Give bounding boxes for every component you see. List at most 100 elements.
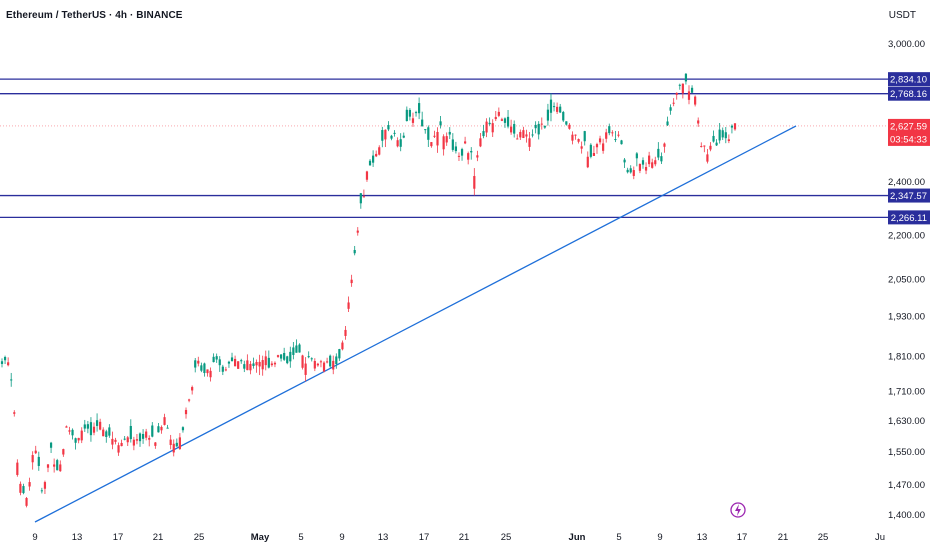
candle-body bbox=[595, 144, 599, 148]
candle-body bbox=[344, 329, 347, 336]
y-tick-label: 1,710.00 bbox=[888, 386, 925, 397]
candle-body bbox=[632, 170, 635, 176]
candle-body bbox=[421, 119, 424, 127]
candle-body bbox=[372, 155, 375, 163]
candle-body bbox=[22, 486, 25, 494]
candle-body bbox=[641, 160, 645, 165]
candle-body bbox=[129, 425, 132, 440]
candle-body bbox=[350, 279, 353, 284]
candle-body bbox=[648, 155, 651, 165]
candle-body bbox=[243, 364, 246, 369]
candle-body bbox=[0, 361, 4, 364]
candle-body bbox=[233, 358, 237, 367]
candle-body bbox=[172, 443, 175, 453]
x-tick-label: 9 bbox=[32, 532, 37, 543]
candle-body bbox=[694, 96, 697, 105]
candle-body bbox=[724, 132, 727, 139]
candle-body bbox=[105, 431, 108, 437]
x-tick-label: 17 bbox=[419, 532, 430, 543]
candle-body bbox=[224, 369, 227, 371]
candle-body bbox=[341, 342, 344, 350]
candles-layer bbox=[0, 72, 737, 508]
currency-label[interactable]: USDT bbox=[888, 10, 916, 21]
candle-body bbox=[540, 123, 543, 125]
candle-body bbox=[49, 442, 53, 448]
candle-body bbox=[402, 135, 405, 138]
candle-body bbox=[13, 412, 16, 414]
y-tick-label: 2,200.00 bbox=[888, 231, 925, 242]
x-tick-label: 25 bbox=[194, 532, 205, 543]
candle-body bbox=[654, 160, 657, 165]
candle-body bbox=[151, 425, 154, 437]
candle-body bbox=[697, 120, 700, 124]
candle-body bbox=[313, 360, 316, 369]
candle-body bbox=[132, 439, 135, 446]
candle-body bbox=[476, 155, 479, 158]
chart-title: Ethereum / TetherUS · 4h · BINANCE bbox=[6, 10, 183, 21]
x-tick-label: Jun bbox=[569, 532, 586, 543]
candle-body bbox=[178, 437, 181, 449]
candle-body bbox=[427, 127, 430, 140]
candle-body bbox=[368, 160, 372, 166]
candle-body bbox=[25, 498, 28, 506]
candle-body bbox=[279, 354, 283, 359]
candle-body bbox=[727, 139, 730, 142]
candle-body bbox=[583, 131, 586, 142]
candle-body bbox=[102, 429, 105, 437]
candle-body bbox=[258, 361, 261, 367]
candle-body bbox=[411, 118, 415, 123]
y-tick-label: 1,550.00 bbox=[888, 447, 925, 458]
candle-body bbox=[451, 139, 454, 150]
candle-body bbox=[384, 129, 387, 140]
lightning-icon[interactable] bbox=[730, 502, 746, 518]
candle-body bbox=[690, 87, 694, 93]
candle-body bbox=[74, 438, 77, 443]
candle-body bbox=[488, 122, 491, 125]
x-tick-label: 9 bbox=[339, 532, 344, 543]
candle-body bbox=[439, 121, 442, 126]
candle-body bbox=[255, 362, 258, 366]
candle-body bbox=[519, 131, 522, 138]
candle-body bbox=[160, 426, 163, 431]
candle-body bbox=[675, 92, 678, 95]
candle-body bbox=[141, 433, 145, 439]
candle-body bbox=[546, 109, 550, 121]
candle-body bbox=[399, 139, 402, 147]
candle-body bbox=[273, 362, 277, 365]
candle-body bbox=[635, 153, 638, 159]
candle-body bbox=[264, 356, 267, 366]
candle-body bbox=[430, 142, 433, 147]
candle-body bbox=[111, 438, 114, 445]
candle-body bbox=[135, 439, 139, 441]
candle-body bbox=[89, 422, 93, 436]
candle-body bbox=[329, 355, 332, 367]
candle-body bbox=[556, 106, 559, 112]
candle-body bbox=[528, 138, 531, 147]
candle-body bbox=[611, 132, 614, 134]
candle-body bbox=[194, 360, 197, 368]
candle-body bbox=[56, 460, 59, 471]
current-price-value: 2,627.59 bbox=[890, 121, 927, 132]
candle-body bbox=[623, 159, 626, 163]
candle-body bbox=[71, 429, 74, 436]
candle-body bbox=[157, 426, 160, 433]
candle-body bbox=[712, 135, 715, 142]
candle-body bbox=[464, 141, 467, 144]
candle-body bbox=[470, 150, 473, 153]
candle-body bbox=[414, 112, 418, 114]
candle-body bbox=[53, 464, 56, 467]
candle-body bbox=[460, 149, 464, 156]
candle-body bbox=[292, 347, 295, 355]
candle-body bbox=[559, 106, 562, 113]
candle-body bbox=[672, 102, 675, 104]
candle-body bbox=[3, 356, 7, 361]
candle-body bbox=[65, 426, 68, 428]
y-tick-label: 1,630.00 bbox=[888, 416, 925, 427]
candle-body bbox=[319, 361, 323, 363]
candle-body bbox=[117, 445, 120, 453]
candle-body bbox=[381, 130, 384, 141]
candle-body bbox=[175, 442, 178, 447]
candle-body bbox=[666, 121, 669, 126]
candle-body bbox=[709, 145, 712, 150]
